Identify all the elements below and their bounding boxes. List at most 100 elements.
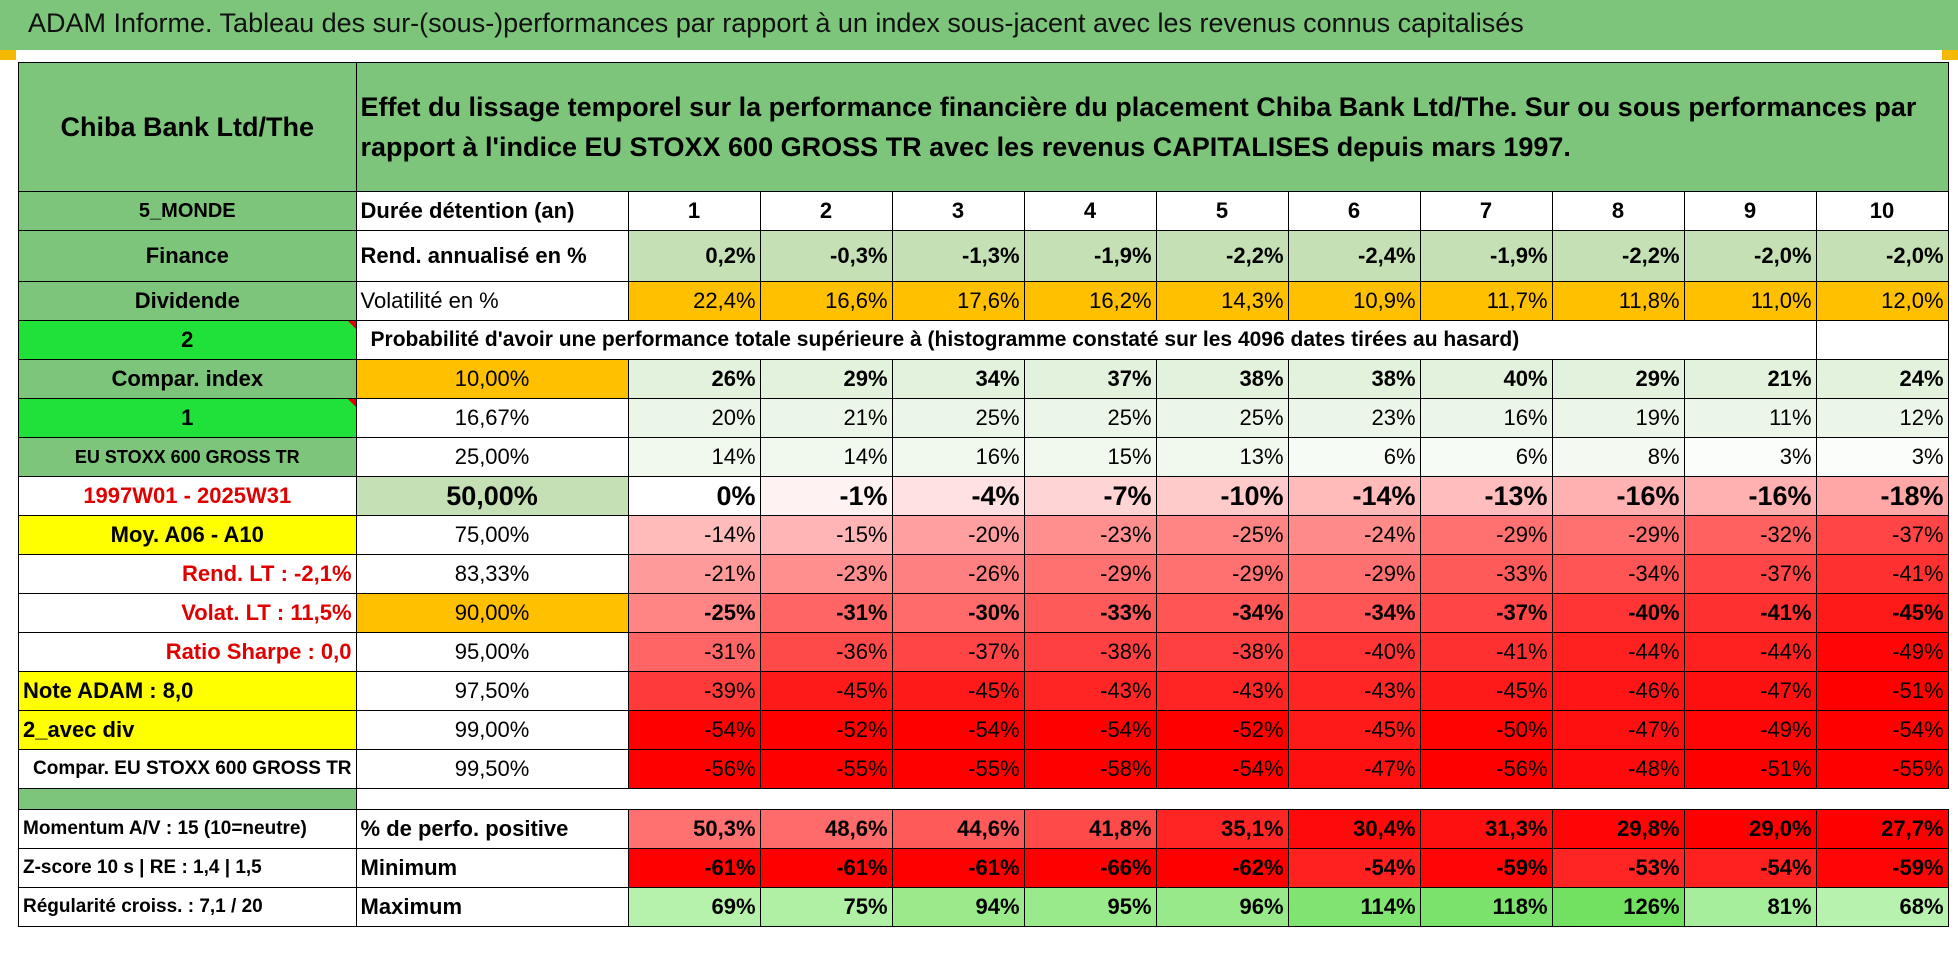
percentile-value: -14%: [1287, 476, 1421, 516]
report-title: ADAM Informe. Tableau des sur-(sous-)per…: [28, 8, 1524, 38]
empty-cell: [1815, 320, 1949, 360]
max-cell: 118%: [1419, 887, 1553, 927]
percentile-value: -51%: [1683, 749, 1817, 789]
spacer-cell: [356, 789, 1948, 810]
percentile-value: 16%: [1419, 398, 1553, 438]
max-cell: 68%: [1815, 887, 1949, 927]
percentile-value: -31%: [627, 632, 761, 672]
percentile-value: 3%: [1815, 437, 1949, 477]
percentile-value: -34%: [1287, 593, 1421, 633]
percentile-value: 23%: [1287, 398, 1421, 438]
min-cell: -61%: [891, 848, 1025, 888]
percentile-value: -39%: [627, 671, 761, 711]
percentile-value: -45%: [1287, 710, 1421, 750]
max-cell: 95%: [1023, 887, 1157, 927]
percentile-value: -34%: [1155, 593, 1289, 633]
year-cell: 5: [1155, 191, 1289, 231]
percentile-value: 38%: [1155, 359, 1289, 399]
percentile-value: -7%: [1023, 476, 1157, 516]
corner-marker-right: [1942, 50, 1958, 60]
percentile-value: -16%: [1551, 476, 1685, 516]
percentile-value: -29%: [1551, 515, 1685, 555]
momentum-label: Momentum A/V : 15 (10=neutre): [18, 809, 357, 849]
percentile-value: -40%: [1551, 593, 1685, 633]
percentile-value: -40%: [1287, 632, 1421, 672]
volat-lt-label: Volat. LT : 11,5%: [18, 593, 357, 633]
percentile-value: 11%: [1683, 398, 1817, 438]
year-cell: 4: [1023, 191, 1157, 231]
percentile-row: Note ADAM : 8,0 97,50% -39% -45% -45% -43% -43…: [18, 671, 1949, 711]
vol-cell: 11,8%: [1551, 281, 1685, 321]
year-cell: 8: [1551, 191, 1685, 231]
selector-a[interactable]: 2: [18, 320, 357, 360]
years-row: 5_MONDE Durée détention (an) 1 2 3 4 5 6…: [18, 191, 1949, 231]
percentile-threshold: 83,33%: [355, 554, 629, 594]
percentile-value: 29%: [759, 359, 893, 399]
rend-cell: -2,2%: [1551, 230, 1685, 282]
rend-cell: -1,9%: [1419, 230, 1553, 282]
performance-table: Chiba Bank Ltd/The Effet du lissage temp…: [18, 62, 1949, 927]
min-cell: -61%: [759, 848, 893, 888]
percentile-threshold: 97,50%: [355, 671, 629, 711]
percentile-value: -43%: [1155, 671, 1289, 711]
percentile-value: -37%: [1683, 554, 1817, 594]
percentile-threshold: 99,00%: [355, 710, 629, 750]
vol-cell: 14,3%: [1155, 281, 1289, 321]
percentile-value: 20%: [627, 398, 761, 438]
percentile-value: -49%: [1683, 710, 1817, 750]
type-label: Dividende: [18, 281, 357, 321]
selector-b[interactable]: 1: [18, 398, 357, 438]
percentile-value: -56%: [627, 749, 761, 789]
vol-cell: 16,2%: [1023, 281, 1157, 321]
percentile-value: 38%: [1287, 359, 1421, 399]
pos-cell: 30,4%: [1287, 809, 1421, 849]
stats-row: Momentum A/V : 15 (10=neutre)% de perfo.…: [18, 809, 1949, 849]
percentile-value: -47%: [1683, 671, 1817, 711]
max-cell: 126%: [1551, 887, 1685, 927]
rend-cell: -2,0%: [1815, 230, 1949, 282]
percentile-value: -51%: [1815, 671, 1949, 711]
regularite-label: Régularité croiss. : 7,1 / 20: [18, 887, 357, 927]
percentile-threshold: 99,50%: [355, 749, 629, 789]
percentile-value: -31%: [759, 593, 893, 633]
year-cell: 9: [1683, 191, 1817, 231]
percentile-value: 6%: [1419, 437, 1553, 477]
year-cell: 2: [759, 191, 893, 231]
vol-cell: 11,0%: [1683, 281, 1817, 321]
note-adam-label: Note ADAM : 8,0: [18, 671, 357, 711]
percentile-value: -55%: [759, 749, 893, 789]
percentile-value: -54%: [1155, 749, 1289, 789]
stats-row: Régularité croiss. : 7,1 / 20 Maximum 69% 7…: [18, 887, 1949, 927]
percentile-value: 15%: [1023, 437, 1157, 477]
percentile-value: -25%: [627, 593, 761, 633]
title-row: Chiba Bank Ltd/The Effet du lissage temp…: [18, 62, 1949, 192]
percentile-threshold: 75,00%: [355, 515, 629, 555]
min-cell: -66%: [1023, 848, 1157, 888]
percentile-value: -29%: [1155, 554, 1289, 594]
year-cell: 10: [1815, 191, 1949, 231]
percentile-value: -37%: [1419, 593, 1553, 633]
rend-row: Finance Rend. annualisé en % 0,2% -0,3% …: [18, 230, 1949, 282]
pos-cell: 29,8%: [1551, 809, 1685, 849]
percentile-value: -52%: [1155, 710, 1289, 750]
percentile-value: 29%: [1551, 359, 1685, 399]
percentile-value: -41%: [1419, 632, 1553, 672]
rend-cell: -1,3%: [891, 230, 1025, 282]
percentile-row: Compar. EU STOXX 600 GROSS TR 99,50% -56% -…: [18, 749, 1949, 789]
percentile-threshold: 16,67%: [355, 398, 629, 438]
percentile-value: -54%: [627, 710, 761, 750]
max-cell: 96%: [1155, 887, 1289, 927]
vol-cell: 17,6%: [891, 281, 1025, 321]
min-cell: -59%: [1815, 848, 1949, 888]
vol-cell: 10,9%: [1287, 281, 1421, 321]
percentile-value: 26%: [627, 359, 761, 399]
percentile-value: -14%: [627, 515, 761, 555]
percentile-value: -18%: [1815, 476, 1949, 516]
region-label: 5_MONDE: [18, 191, 357, 231]
compar-full-label: Compar. EU STOXX 600 GROSS TR: [18, 749, 357, 789]
min-cell: -62%: [1155, 848, 1289, 888]
percentile-value: -41%: [1683, 593, 1817, 633]
percentile-value: -26%: [891, 554, 1025, 594]
pos-cell: 44,6%: [891, 809, 1025, 849]
percentile-value: -20%: [891, 515, 1025, 555]
